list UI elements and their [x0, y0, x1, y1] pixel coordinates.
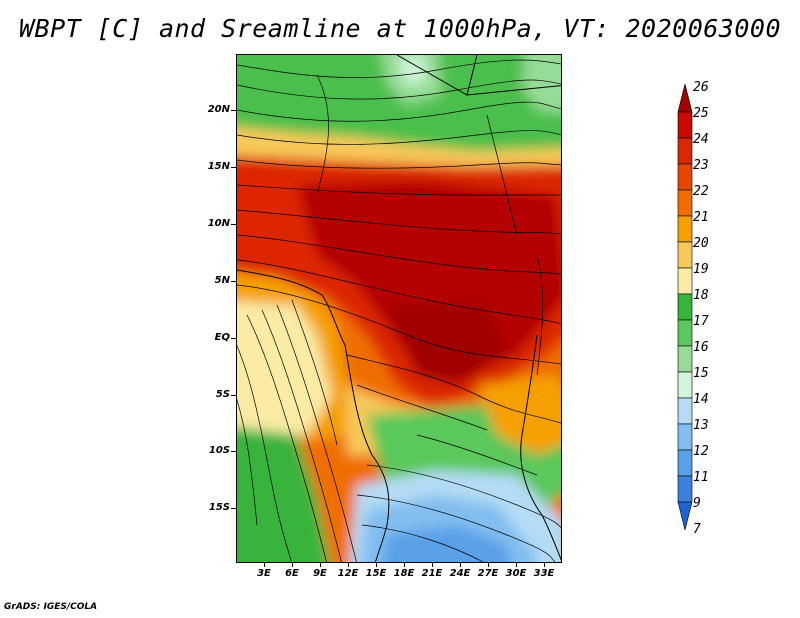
- lat-tick: [231, 224, 236, 225]
- colorbar-segment: [677, 189, 693, 217]
- colorbar: [677, 83, 693, 531]
- lon-tick: [432, 562, 433, 567]
- wbpt-field: [237, 55, 561, 562]
- colorbar-label: 11: [693, 470, 709, 485]
- colorbar-label: 18: [693, 288, 709, 303]
- colorbar-label: 24: [693, 132, 709, 147]
- lon-tick: [376, 562, 377, 567]
- colorbar-label: 12: [693, 444, 709, 459]
- colorbar-segment: [677, 423, 693, 451]
- lat-label: 15S: [208, 502, 230, 513]
- colorbar-segment: [677, 215, 693, 243]
- lon-tick: [460, 562, 461, 567]
- colorbar-segment: [677, 345, 693, 373]
- map-panel: [236, 54, 562, 563]
- colorbar-label: 17: [693, 314, 709, 329]
- grads-footer: GrADS: IGES/COLA: [4, 602, 98, 612]
- colorbar-label: 15: [693, 366, 709, 381]
- lat-label: 15N: [207, 161, 230, 172]
- lon-label: 21E: [421, 568, 443, 579]
- lat-tick: [231, 508, 236, 509]
- lon-tick: [320, 562, 321, 567]
- colorbar-label: 16: [693, 340, 709, 355]
- colorbar-segment: [677, 501, 693, 531]
- lon-tick: [404, 562, 405, 567]
- streamlines: [237, 59, 561, 562]
- colorbar-label: 9: [693, 496, 701, 511]
- colorbar-segment: [677, 449, 693, 477]
- lon-tick: [292, 562, 293, 567]
- lat-tick: [231, 281, 236, 282]
- lat-label: 10S: [208, 445, 230, 456]
- colorbar-segment: [677, 267, 693, 295]
- lat-label: 5S: [215, 389, 230, 400]
- lon-label: 27E: [477, 568, 499, 579]
- colorbar-segment: [677, 293, 693, 321]
- lat-tick: [231, 167, 236, 168]
- colorbar-label: 26: [693, 80, 709, 95]
- lon-label: 15E: [365, 568, 387, 579]
- coastline: [237, 55, 561, 562]
- lon-label: 24E: [449, 568, 471, 579]
- lat-label: 10N: [207, 218, 230, 229]
- colorbar-label: 20: [693, 236, 709, 251]
- lon-label: 3E: [257, 568, 271, 579]
- colorbar-label: 7: [693, 522, 701, 537]
- lat-label: EQ: [214, 332, 230, 343]
- lat-tick: [231, 395, 236, 396]
- colorbar-segment: [677, 475, 693, 503]
- lat-tick: [231, 338, 236, 339]
- lat-label: 20N: [207, 104, 230, 115]
- colorbar-label: 23: [693, 158, 709, 173]
- lon-tick: [348, 562, 349, 567]
- colorbar-label: 22: [693, 184, 709, 199]
- lon-label: 18E: [393, 568, 415, 579]
- colorbar-segment: [677, 397, 693, 425]
- colorbar-segment: [677, 137, 693, 165]
- lon-tick: [264, 562, 265, 567]
- lat-label: 5N: [214, 275, 230, 286]
- colorbar-label: 19: [693, 262, 709, 277]
- lon-tick: [544, 562, 545, 567]
- colorbar-segment: [677, 241, 693, 269]
- lon-tick: [488, 562, 489, 567]
- map-canvas: [237, 55, 561, 562]
- colorbar-label: 25: [693, 106, 709, 121]
- colorbar-segment: [677, 371, 693, 399]
- lon-label: 6E: [285, 568, 299, 579]
- lat-tick: [231, 451, 236, 452]
- lon-tick: [516, 562, 517, 567]
- colorbar-segment: [677, 83, 693, 113]
- lon-label: 12E: [337, 568, 359, 579]
- lon-label: 30E: [505, 568, 527, 579]
- colorbar-segment: [677, 163, 693, 191]
- colorbar-segment: [677, 111, 693, 139]
- lon-label: 9E: [313, 568, 327, 579]
- lat-tick: [231, 110, 236, 111]
- chart-title: WBPT [C] and Sreamline at 1000hPa, VT: 2…: [18, 14, 781, 43]
- colorbar-label: 21: [693, 210, 709, 225]
- colorbar-label: 13: [693, 418, 709, 433]
- lon-label: 33E: [533, 568, 555, 579]
- colorbar-label: 14: [693, 392, 709, 407]
- colorbar-segment: [677, 319, 693, 347]
